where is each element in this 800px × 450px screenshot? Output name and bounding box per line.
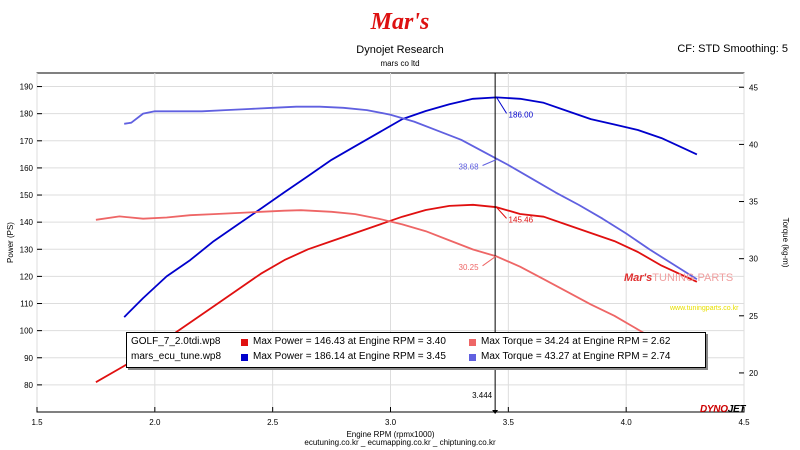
report-subtitle: mars co ltd <box>380 59 420 68</box>
legend-power-swatch <box>241 339 248 346</box>
y-tick-label: 160 <box>20 164 34 173</box>
y2-tick-label: 45 <box>749 83 758 92</box>
report-title: Dynojet Research <box>356 44 444 56</box>
legend-torque-swatch <box>469 354 476 361</box>
legend-file: mars_ecu_tune.wp8 <box>131 351 222 362</box>
y-tick-label: 130 <box>20 245 34 254</box>
legend-torque-swatch <box>469 339 476 346</box>
y-tick-label: 180 <box>20 110 34 119</box>
x-tick-label: 3.0 <box>385 418 397 427</box>
y-axis-label: Power (PS) <box>6 222 15 263</box>
y-tick-label: 170 <box>20 137 34 146</box>
correction-factor-text: CF: STD Smoothing: 5 <box>677 43 788 55</box>
legend-torque: Max Torque = 34.24 at Engine RPM = 2.62 <box>481 336 671 347</box>
y2-tick-label: 20 <box>749 369 758 378</box>
x-tick-label: 4.0 <box>621 418 633 427</box>
legend-torque: Max Torque = 43.27 at Engine RPM = 2.74 <box>481 351 671 362</box>
legend-power-swatch <box>241 354 248 361</box>
y-tick-label: 90 <box>24 354 33 363</box>
x-tick-label: 2.0 <box>149 418 161 427</box>
chart-ticks: 80 90 100 110 120 130 140 150 160 170 180 190 1.5 2.0… <box>6 83 790 439</box>
dynojet-logo: DYNOJET <box>700 404 745 415</box>
x-tick-label: 2.5 <box>267 418 279 427</box>
series-line <box>95 209 698 370</box>
annotation-label: 186.00 <box>509 110 534 119</box>
chart-series <box>95 96 698 383</box>
y2-tick-label: 25 <box>749 312 758 321</box>
x-tick-label: 1.5 <box>31 418 43 427</box>
rpm-cursor-marker <box>492 410 499 414</box>
legend-row: mars_ecu_tune.wp8 Max Power = 186.14 at … <box>127 350 705 365</box>
annotation-arrow <box>482 255 497 267</box>
legend-power: Max Power = 186.14 at Engine RPM = 3.45 <box>253 351 446 362</box>
watermark-suffix: TUNING PARTS <box>652 272 734 284</box>
y2-tick-label: 30 <box>749 255 758 264</box>
legend-file: GOLF_7_2.0tdi.wp8 <box>131 336 221 347</box>
x-tick-label: 4.5 <box>738 418 750 427</box>
legend-power: Max Power = 146.43 at Engine RPM = 3.40 <box>253 336 446 347</box>
legend-row: GOLF_7_2.0tdi.wp8 Max Power = 146.43 at … <box>127 335 705 350</box>
annotation-label: 145.46 <box>509 215 534 224</box>
series-line <box>123 96 698 318</box>
annotation-arrow <box>482 159 497 166</box>
footer-text: ecutuning.co.kr _ ecumapping.co.kr _ chi… <box>304 438 496 447</box>
dynojet-logo-a: DYNO <box>700 404 728 415</box>
brand-logo: Mar's <box>370 9 430 35</box>
x-tick-label: 3.5 <box>503 418 515 427</box>
y2-tick-label: 40 <box>749 140 758 149</box>
annotation-label: 30.25 <box>459 263 480 272</box>
y-tick-label: 190 <box>20 83 34 92</box>
tuning-parts-watermark: Mar'sTUNING PARTS <box>624 272 733 284</box>
series-line <box>124 105 698 280</box>
watermark-url: www.tuningparts.co.kr <box>670 305 739 312</box>
watermark-brand: Mar's <box>624 272 653 284</box>
y-tick-label: 110 <box>20 300 33 309</box>
annotation-arrow <box>496 97 507 114</box>
y2-tick-label: 35 <box>749 198 758 207</box>
y-tick-label: 140 <box>20 218 34 227</box>
cursor-label: 3.444 <box>472 391 493 400</box>
y2-axis-label: Torque (kg-m) <box>781 218 790 268</box>
annotation-label: 38.68 <box>459 162 480 171</box>
series-line <box>95 203 698 383</box>
y-tick-label: 100 <box>20 327 34 336</box>
annotation-arrow <box>496 207 507 219</box>
y-tick-label: 80 <box>24 381 33 390</box>
y-tick-label: 150 <box>20 191 34 200</box>
x-axis-label: Engine RPM (rpmx1000) <box>346 430 434 439</box>
brand-logo-text: Mar's <box>370 9 430 35</box>
dynojet-logo-b: JET <box>727 404 746 415</box>
y-tick-label: 120 <box>20 272 34 281</box>
legend: GOLF_7_2.0tdi.wp8 Max Power = 146.43 at … <box>126 332 706 368</box>
